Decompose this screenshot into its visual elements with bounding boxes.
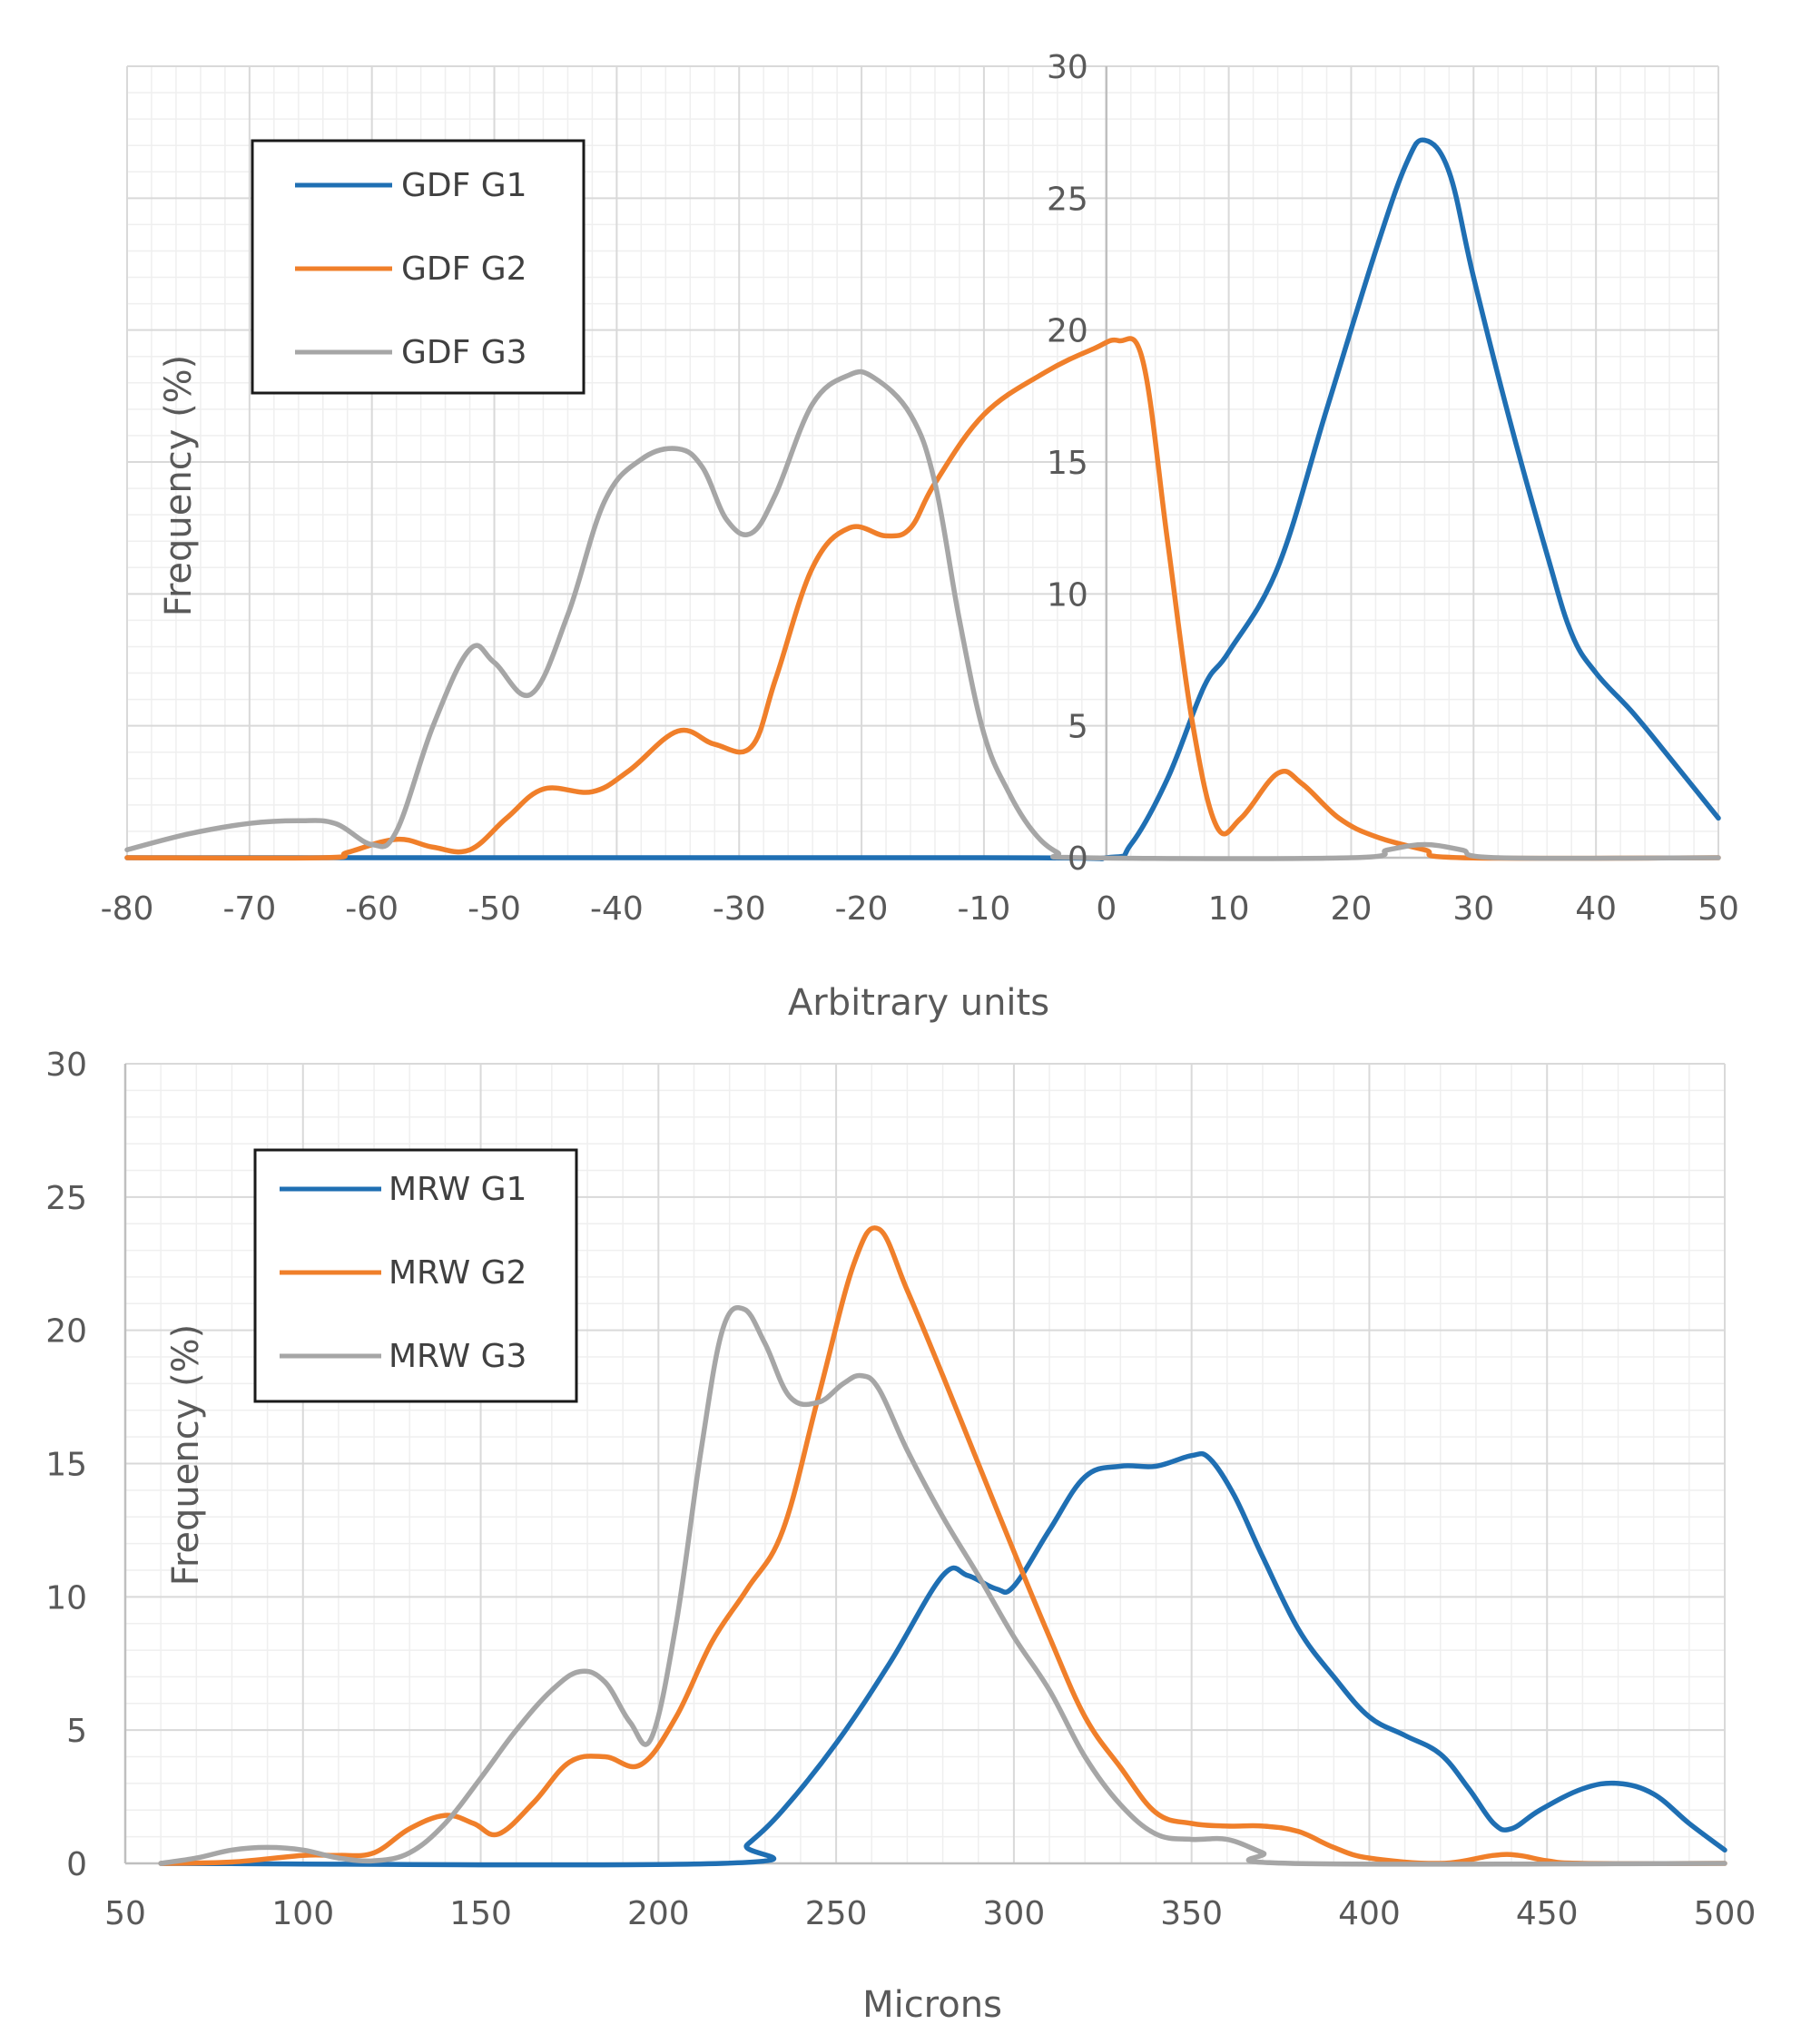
bottom-legend-label-g3: MRW G3 xyxy=(389,1338,527,1375)
top-y-tick-label: 5 xyxy=(1068,709,1088,746)
bottom-x-tick-label: 450 xyxy=(1516,1895,1579,1932)
bottom-x-tick-label: 500 xyxy=(1694,1895,1757,1932)
bottom-y-tick-label: 5 xyxy=(66,1713,87,1750)
bottom-x-axis-title: Microns xyxy=(862,1984,1002,2026)
top-x-tick-label: -20 xyxy=(835,890,889,928)
top-x-tick-label: -10 xyxy=(958,890,1011,928)
bottom-y-tick-label: 15 xyxy=(45,1447,87,1484)
bottom-x-tick-label: 150 xyxy=(449,1895,512,1932)
bottom-y-tick-label: 30 xyxy=(45,1047,87,1084)
top-x-tick-label: 10 xyxy=(1208,890,1250,928)
bottom-y-tick-label: 10 xyxy=(45,1579,87,1617)
top-legend-label-g3: GDF G3 xyxy=(401,334,527,371)
top-x-tick-label: -80 xyxy=(101,890,154,928)
top-y-tick-label: 15 xyxy=(1047,445,1088,482)
top-x-tick-label: 50 xyxy=(1698,890,1739,928)
bottom-x-tick-label: 200 xyxy=(627,1895,690,1932)
top-y-tick-label: 10 xyxy=(1047,576,1088,614)
bottom-tick-labels: 50 100 150 200 250 300 350 400 450 500 0 5 10 15 20 25 3… xyxy=(45,1047,1756,1932)
bottom-x-tick-label: 250 xyxy=(805,1895,868,1932)
bottom-legend-label-g2: MRW G2 xyxy=(389,1254,527,1292)
top-legend: GDF G1 GDF G2 GDF G3 xyxy=(251,139,586,395)
bottom-series-line-1 xyxy=(158,1450,1727,1868)
bottom-y-tick-label: 0 xyxy=(66,1846,87,1883)
top-legend-label-g1: GDF G1 xyxy=(401,167,527,204)
top-x-tick-label: -40 xyxy=(590,890,644,928)
top-series xyxy=(124,137,1721,861)
bottom-series-line-3 xyxy=(158,1305,1727,1867)
top-tick-labels: -80 -70 -60 -50 -40 -30 -20 -10 0 10 20 30 40 50 0 5 10 1… xyxy=(101,49,1739,928)
bottom-x-tick-label: 300 xyxy=(983,1895,1046,1932)
top-x-tick-label: 0 xyxy=(1096,890,1117,928)
top-y-tick-label: 30 xyxy=(1047,49,1088,86)
top-x-tick-label: 20 xyxy=(1331,890,1373,928)
bottom-series-line-2 xyxy=(158,1225,1727,1866)
bottom-legend-box xyxy=(253,1148,578,1403)
bottom-y-tick-label: 25 xyxy=(45,1180,87,1217)
top-x-tick-label: -70 xyxy=(222,890,276,928)
chart-bottom: 50 100 150 200 250 300 350 400 450 500 0 5 10 15 20 25 3… xyxy=(45,1047,1756,2026)
bottom-x-tick-label: 100 xyxy=(271,1895,334,1932)
top-y-tick-label: 20 xyxy=(1047,313,1088,350)
bottom-x-tick-label: 400 xyxy=(1338,1895,1401,1932)
top-legend-label-g2: GDF G2 xyxy=(401,251,527,288)
chart-top: -80 -70 -60 -50 -40 -30 -20 -10 0 10 20 30 40 50 0 5 10 1… xyxy=(101,49,1739,1024)
top-y-axis-title: Frequency (%) xyxy=(158,355,200,617)
top-x-axis-title: Arbitrary units xyxy=(788,982,1049,1024)
top-x-tick-label: 30 xyxy=(1452,890,1494,928)
bottom-x-tick-label: 50 xyxy=(104,1895,146,1932)
bottom-legend: MRW G1 MRW G2 MRW G3 xyxy=(253,1148,578,1403)
bottom-y-tick-label: 20 xyxy=(45,1313,87,1351)
top-y-tick-label: 0 xyxy=(1068,840,1088,878)
top-x-tick-label: -30 xyxy=(713,890,766,928)
bottom-x-tick-label: 350 xyxy=(1160,1895,1223,1932)
bottom-y-axis-title: Frequency (%) xyxy=(165,1324,207,1587)
top-x-tick-label: -60 xyxy=(345,890,399,928)
top-x-tick-label: -50 xyxy=(467,890,521,928)
top-y-tick-label: 25 xyxy=(1047,181,1088,218)
top-x-tick-label: 40 xyxy=(1575,890,1617,928)
bottom-series xyxy=(158,1225,1727,1868)
top-series-line-3 xyxy=(124,369,1721,861)
bottom-legend-label-g1: MRW G1 xyxy=(389,1171,527,1208)
